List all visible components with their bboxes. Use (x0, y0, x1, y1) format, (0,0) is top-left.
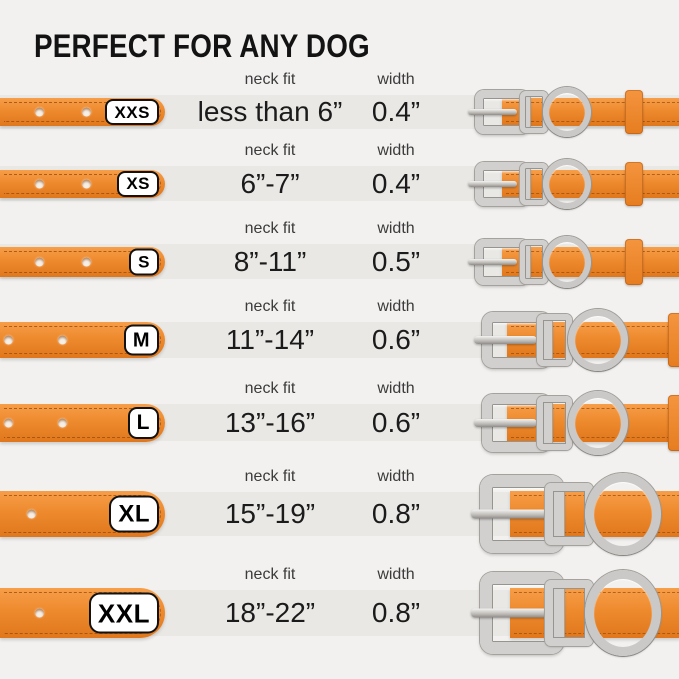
collar-strap-icon: S (0, 246, 165, 277)
buckle-prong-icon (474, 418, 537, 427)
buckle-prong-icon (471, 608, 548, 618)
stitch-line (4, 592, 161, 634)
width-header: width (377, 566, 415, 583)
page-title: PERFECT FOR ANY DOG (34, 28, 370, 64)
stitch-line (4, 326, 161, 354)
collar-hole (82, 179, 91, 188)
d-ring-icon (543, 87, 591, 137)
stitch-line (4, 250, 161, 273)
collar-buckle-graphic (455, 473, 679, 555)
stitch-line (4, 173, 161, 194)
d-ring-icon (543, 235, 591, 288)
stitch-line (506, 250, 679, 273)
collar-hole (82, 257, 91, 266)
collar-hole (27, 509, 36, 519)
collar-hole (35, 257, 44, 266)
stitch-line (4, 495, 161, 533)
size-badge: XL (109, 495, 159, 533)
collar-strap-icon: XXL (0, 588, 165, 638)
size-badge: XXS (105, 99, 159, 125)
width-value: 0.4” (371, 96, 421, 127)
collar-strap-icon: XS (0, 169, 165, 198)
width-header: width (377, 220, 415, 237)
strap-keeper-icon (625, 90, 643, 134)
size-badge: XXL (88, 592, 159, 634)
width-value: 0.8” (371, 498, 421, 529)
collar-hole (58, 335, 67, 345)
neck-fit-header: neck fit (244, 468, 296, 485)
width-value: 0.4” (371, 168, 421, 199)
neck-fit-header: neck fit (244, 142, 296, 159)
size-badge: S (129, 248, 159, 275)
width-header: width (377, 71, 415, 88)
collar-hole (35, 179, 44, 188)
buckle-prong-icon (468, 258, 517, 265)
d-ring-icon (568, 309, 628, 371)
strap-keeper-icon (625, 161, 643, 206)
strap-keeper-icon (668, 313, 679, 367)
neck-fit-header: neck fit (244, 220, 296, 237)
stitch-line (4, 102, 161, 122)
buckle-prong-icon (471, 509, 548, 519)
neck-fit-value: 13”-16” (224, 407, 316, 438)
neck-fit-value: less than 6” (197, 96, 343, 127)
metal-keeper-icon (537, 314, 572, 366)
size-badge: L (127, 406, 159, 439)
width-value: 0.8” (371, 597, 421, 628)
stitch-line (506, 102, 679, 122)
neck-fit-header: neck fit (244, 298, 296, 315)
collar-buckle-graphic (455, 87, 679, 137)
collar-buckle-graphic (455, 570, 679, 656)
collar-buckle-graphic (455, 158, 679, 209)
d-ring-icon (568, 390, 628, 455)
neck-fit-value: 6”-7” (240, 168, 300, 199)
neck-fit-value: 18”-22” (224, 597, 316, 628)
d-ring-icon (585, 473, 661, 555)
collar-strap-icon: XL (0, 491, 165, 537)
width-value: 0.6” (371, 324, 421, 355)
collar-hole (4, 418, 13, 427)
stitch-line (506, 173, 679, 194)
buckle-prong-icon (468, 109, 517, 115)
d-ring-icon (543, 158, 591, 209)
collar-hole (82, 107, 91, 117)
collar-buckle-graphic (455, 390, 679, 455)
collar-hole (58, 418, 67, 427)
width-header: width (377, 142, 415, 159)
d-ring-icon (585, 570, 661, 656)
collar-hole (35, 107, 44, 117)
width-value: 0.6” (371, 407, 421, 438)
metal-keeper-icon (537, 395, 572, 450)
neck-fit-value: 8”-11” (233, 246, 307, 277)
width-header: width (377, 380, 415, 397)
buckle-prong-icon (468, 180, 517, 187)
collar-strap-icon (502, 246, 679, 277)
strap-keeper-icon (668, 394, 679, 451)
neck-fit-header: neck fit (244, 380, 296, 397)
collar-strap-icon: L (0, 403, 165, 442)
size-badge: XS (117, 170, 159, 197)
collar-buckle-graphic (455, 235, 679, 288)
collar-buckle-graphic (455, 309, 679, 371)
width-header: width (377, 298, 415, 315)
neck-fit-value: 15”-19” (224, 498, 316, 529)
neck-fit-header: neck fit (244, 71, 296, 88)
buckle-prong-icon (474, 336, 537, 344)
neck-fit-header: neck fit (244, 566, 296, 583)
width-header: width (377, 468, 415, 485)
collar-hole (4, 335, 13, 345)
collar-strap-icon: M (0, 322, 165, 358)
neck-fit-value: 11”-14” (225, 324, 315, 355)
collar-strap-icon: XXS (0, 98, 165, 126)
stitch-line (4, 407, 161, 438)
width-value: 0.5” (371, 246, 421, 277)
size-badge: M (123, 324, 159, 356)
strap-keeper-icon (625, 238, 643, 285)
collar-hole (35, 608, 44, 618)
